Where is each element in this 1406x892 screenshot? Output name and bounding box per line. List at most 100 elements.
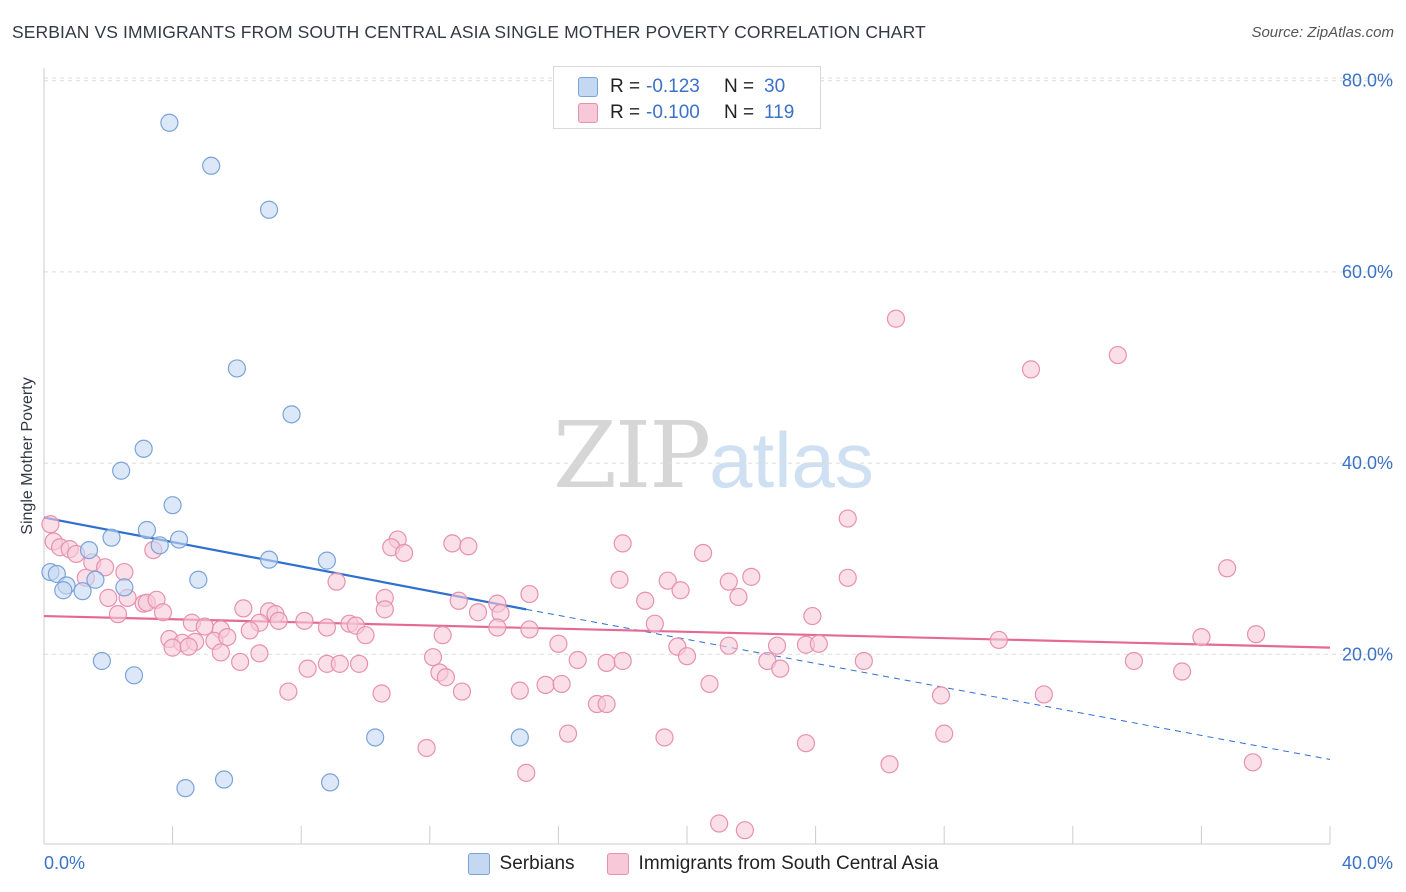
serbian-point <box>214 770 234 789</box>
chart-title: SERBIAN VS IMMIGRANTS FROM SOUTH CENTRAL… <box>12 22 926 42</box>
watermark: ZIPatlas <box>553 402 874 509</box>
chart-source: Source: ZipAtlas.com <box>1251 24 1394 41</box>
immigrant-point <box>558 724 578 743</box>
serbian-point <box>112 461 131 480</box>
immigrant-point <box>115 562 134 582</box>
immigrant-point <box>452 682 472 701</box>
serbian-point <box>259 200 279 219</box>
serbian-point <box>176 779 195 798</box>
y-tick-label: 80.0% <box>1342 71 1393 91</box>
serbian-point <box>150 536 169 555</box>
immigrant-point <box>372 684 391 703</box>
n-value: 30 <box>764 76 786 97</box>
immigrant-point <box>1034 685 1053 704</box>
r-label: R = <box>610 76 641 97</box>
immigrant-point <box>1021 360 1041 379</box>
immigrant-point <box>459 537 478 556</box>
immigrant-point <box>796 734 816 753</box>
immigrant-point <box>250 644 269 663</box>
immigrants-legend-swatch <box>606 853 629 875</box>
immigrant-point <box>423 648 443 667</box>
immigrant-point <box>613 534 632 553</box>
immigrant-point <box>510 681 529 700</box>
legend-item-immigrants[interactable]: Immigrants from South Central Asia <box>606 853 938 875</box>
immigrant-point <box>771 659 790 678</box>
serbian-point <box>115 578 134 597</box>
immigrant-point <box>317 618 337 637</box>
immigrant-point <box>719 636 738 655</box>
serbian-point <box>160 113 179 132</box>
immigrant-point <box>1246 625 1266 644</box>
immigrant-point <box>211 643 230 662</box>
legend-item-serbians[interactable]: Serbians <box>467 853 575 875</box>
serbian-trend-line <box>43 516 527 611</box>
watermark-atlas: atlas <box>709 416 874 504</box>
immigrant-point <box>536 675 555 694</box>
immigrant-point <box>636 591 655 610</box>
immigrant-point <box>41 515 60 534</box>
immigrant-point <box>693 543 713 563</box>
trend-lines <box>43 516 1331 760</box>
immigrant-point <box>234 599 253 618</box>
n-label: N = <box>724 76 755 97</box>
immigrant-point <box>549 634 568 653</box>
immigrants-swatch <box>578 103 598 123</box>
series-legend: Serbians Immigrants from South Central A… <box>0 850 1406 878</box>
immigrant-point <box>433 626 452 645</box>
serbian-point <box>259 550 279 569</box>
immigrant-point <box>552 674 571 694</box>
immigrant-point <box>671 581 690 600</box>
immigrant-point <box>658 571 677 590</box>
serbian-point <box>227 359 246 378</box>
serbians-swatch <box>578 77 598 97</box>
immigrant-point <box>163 638 182 657</box>
serbian-point <box>202 156 221 175</box>
immigrant-point <box>935 724 954 743</box>
immigrant-point <box>108 605 128 624</box>
data-points <box>41 113 1266 840</box>
immigrant-point <box>645 614 664 633</box>
serbian-point <box>79 540 99 560</box>
grid-lines <box>44 77 1392 655</box>
stats-legend: R = -0.123 N = 30 R = -0.100 N = 119 <box>553 66 821 129</box>
immigrant-point <box>1108 345 1127 365</box>
serbian-point <box>54 581 73 600</box>
immigrant-point <box>931 686 951 705</box>
serbian-point <box>189 570 208 589</box>
immigrant-point <box>99 588 118 607</box>
y-tick-label: 20.0% <box>1342 644 1393 664</box>
immigrant-point <box>1218 559 1237 578</box>
immigrant-point <box>610 570 629 589</box>
immigrant-point <box>1243 753 1262 772</box>
immigrant-point <box>886 309 906 328</box>
immigrant-point <box>880 755 899 774</box>
serbian-point <box>102 528 121 547</box>
serbian-point <box>366 728 385 747</box>
immigrant-point <box>218 627 237 647</box>
immigrant-point <box>375 600 394 619</box>
immigrant-point <box>735 821 754 840</box>
x-tick-label: 0.0% <box>44 853 85 873</box>
axes <box>43 68 1331 845</box>
serbian-point <box>124 666 144 685</box>
immigrant-point <box>1173 662 1192 681</box>
immigrant-point <box>729 587 748 607</box>
serbian-point <box>510 728 529 747</box>
serbian-point <box>169 530 189 549</box>
r-label: R = <box>610 102 641 123</box>
immigrant-point <box>700 674 719 694</box>
stats-row-serbians: R = -0.123 N = 30 <box>578 75 785 99</box>
immigrant-point <box>468 603 488 622</box>
serbians-legend-swatch <box>467 853 490 875</box>
serbian-point <box>317 551 337 570</box>
immigrant-point <box>269 611 288 630</box>
immigrant-point <box>327 572 346 591</box>
y-tick-label: 60.0% <box>1342 262 1393 282</box>
immigrant-point <box>655 728 674 747</box>
immigrant-point <box>436 668 455 687</box>
immigrant-point <box>854 651 873 671</box>
x-tick-label: 40.0% <box>1342 853 1393 873</box>
immigrant-point <box>838 509 857 528</box>
immigrant-point <box>488 618 507 637</box>
